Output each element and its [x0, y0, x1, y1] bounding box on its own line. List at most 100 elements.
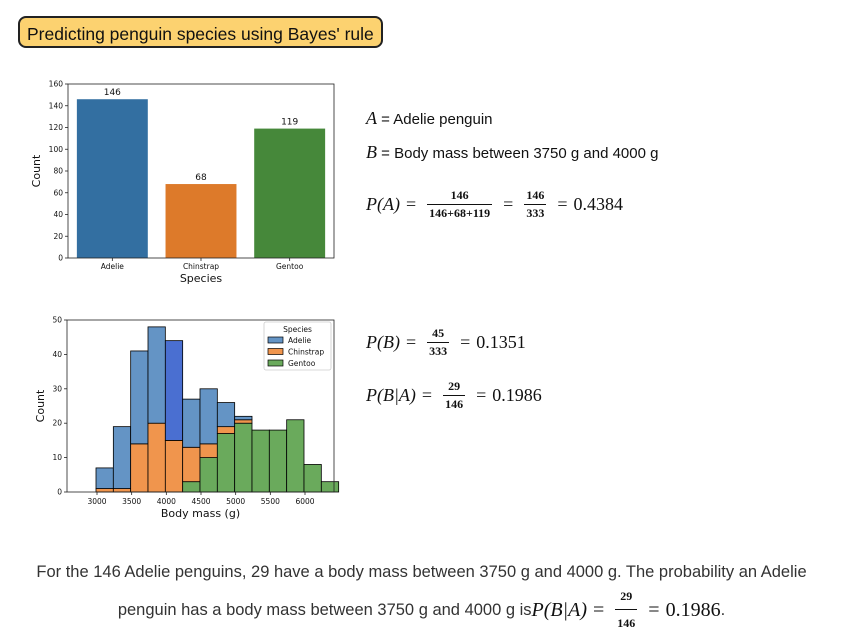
definition-a-text: = Adelie penguin — [377, 111, 493, 128]
hist-bar-chinstrap — [199, 443, 218, 458]
bar-data-label: 68 — [195, 173, 207, 183]
hist-bar-adelie — [164, 340, 184, 441]
hist-bar-gentoo — [182, 481, 201, 493]
legend-box — [263, 321, 332, 371]
hist-bar-chinstrap — [95, 488, 114, 493]
y-tick-label: 120 — [49, 123, 64, 132]
x-tick-label: 4500 — [191, 497, 210, 506]
pba-den: 146 — [443, 395, 466, 411]
x-tick-label: Gentoo — [276, 262, 304, 271]
footer-line-2: penguin has a body mass between 3750 g a… — [0, 584, 843, 635]
x-tick-label: Chinstrap — [183, 262, 219, 271]
hist-bar-chinstrap — [182, 446, 201, 483]
footer-den: 146 — [615, 609, 638, 635]
x-tick-label: 5500 — [261, 497, 280, 506]
hist-bar-chinstrap — [216, 426, 236, 434]
bar-gentoo — [254, 128, 326, 258]
bar-data-label: 146 — [104, 88, 121, 98]
x-tick-label: 4000 — [157, 497, 176, 506]
eq-sign: = — [476, 385, 487, 405]
hist-bar-adelie — [234, 415, 253, 421]
hist-bar-chinstrap — [234, 419, 253, 424]
pba-lhs: P(B|A) — [366, 385, 416, 405]
x-axis-label: Species — [180, 272, 223, 285]
y-tick-label: 80 — [53, 167, 63, 176]
footer-end: . — [720, 600, 726, 619]
footer-line-2-text: penguin has a body mass between 3750 g a… — [117, 600, 532, 619]
y-tick-label: 50 — [52, 316, 62, 325]
hist-bar-gentoo — [303, 464, 322, 493]
legend-title: Species — [283, 325, 312, 334]
var-a: A — [366, 108, 377, 128]
eq-sign: = — [503, 194, 514, 214]
bar-data-label: 119 — [281, 118, 298, 128]
hist-bar-gentoo — [234, 422, 253, 493]
x-tick-label: 3500 — [122, 497, 141, 506]
eq-sign: = — [557, 194, 568, 214]
legend-entry: Gentoo — [288, 359, 316, 368]
pb-num: 45 — [432, 326, 445, 340]
y-tick-label: 60 — [53, 188, 63, 197]
hist-bar-chinstrap — [164, 439, 184, 493]
pa-fraction-1: 146 146+68+119 — [427, 188, 493, 221]
y-tick-label: 0 — [57, 488, 62, 497]
hist-bar-chinstrap — [147, 422, 166, 493]
y-tick-label: 100 — [49, 145, 64, 154]
y-tick-label: 10 — [52, 453, 62, 462]
equation-p-a: P(A) = 146 146+68+119 = 146 333 = 0.4384 — [366, 188, 623, 221]
eq-sign: = — [405, 332, 417, 352]
pba-num: 29 — [448, 379, 461, 393]
legend-swatch-gentoo — [267, 359, 284, 367]
var-b: B — [366, 142, 377, 162]
hist-bar-gentoo — [286, 419, 305, 493]
y-tick-label: 0 — [58, 254, 63, 263]
pa-result: 0.4384 — [573, 194, 623, 214]
footer-num: 29 — [620, 589, 633, 603]
eq-sign: = — [421, 385, 433, 405]
pa-fraction-2: 146 333 — [524, 188, 547, 221]
equation-p-b-given-a: P(B|A) = 29 146 = 0.1986 — [366, 379, 542, 412]
hist-bar-gentoo — [251, 429, 270, 493]
x-tick-label: 3000 — [87, 497, 106, 506]
legend-swatch-chinstrap — [267, 348, 284, 355]
pba-result: 0.1986 — [492, 385, 542, 405]
hist-bar-chinstrap — [112, 488, 132, 493]
definition-b: B = Body mass between 3750 g and 4000 g — [366, 142, 658, 163]
legend-swatch-adelie — [267, 336, 284, 344]
y-tick-label: 20 — [52, 419, 62, 428]
bar-adelie — [76, 99, 148, 258]
y-tick-label: 140 — [49, 101, 64, 110]
x-axis-label: Body mass (g) — [161, 507, 240, 520]
eq-sign: = — [405, 194, 417, 214]
hist-bar-chinstrap — [130, 443, 149, 493]
hist-bar-gentoo — [320, 481, 340, 493]
y-tick-label: 30 — [52, 384, 62, 393]
plot-frame — [66, 319, 335, 493]
title-badge: Predicting penguin species using Bayes' … — [18, 16, 383, 48]
species-bar-chart: 146 Adelie 68 Chinstrap 119 Gentoo 0 20 40 60 80 10… — [30, 80, 335, 285]
footer-line-1: For the 146 Adelie penguins, 29 have a b… — [36, 563, 807, 581]
pba-fraction: 29 146 — [443, 379, 466, 412]
pa-lhs: P(A) — [366, 194, 400, 214]
footer-math: P(B|A) = 29 146 = 0.1986 — [532, 584, 721, 635]
footer-lhs: P(B|A) — [531, 598, 588, 621]
pa-num2: 146 — [526, 188, 545, 202]
pb-lhs: P(B) — [366, 332, 400, 352]
eq-sign: = — [460, 332, 471, 352]
x-tick-label: 5000 — [226, 497, 245, 506]
eq-sign: = — [648, 598, 660, 621]
pb-den: 333 — [427, 342, 450, 358]
x-tick-label: 6000 — [295, 497, 314, 506]
definition-b-text: = Body mass between 3750 g and 4000 g — [377, 145, 659, 162]
pb-result: 0.1351 — [476, 332, 526, 352]
hist-bar-adelie — [95, 467, 114, 489]
hist-bar-adelie — [182, 398, 201, 448]
y-axis-label: Count — [30, 154, 43, 187]
y-tick-label: 20 — [53, 232, 63, 241]
definition-a: A = Adelie penguin — [366, 108, 493, 129]
hist-bar-gentoo — [216, 433, 236, 493]
bar-chinstrap — [165, 184, 237, 258]
y-axis-label: Count — [34, 389, 47, 422]
eq-sign: = — [593, 598, 605, 621]
footer-result: 0.1986 — [665, 598, 721, 621]
